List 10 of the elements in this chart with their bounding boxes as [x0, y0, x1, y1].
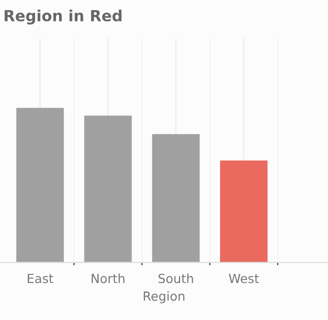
- x-tick-label: North: [92, 274, 124, 284]
- bar: [152, 134, 200, 262]
- x-tick-label: West: [228, 274, 259, 284]
- chart-title: Region in Red: [4, 10, 122, 25]
- x-tick-label: East: [28, 274, 54, 284]
- bar: [220, 160, 268, 262]
- bar: [84, 116, 132, 262]
- x-axis-title: Region: [144, 291, 184, 304]
- x-tick-label: South: [158, 274, 193, 284]
- bar: [16, 108, 64, 262]
